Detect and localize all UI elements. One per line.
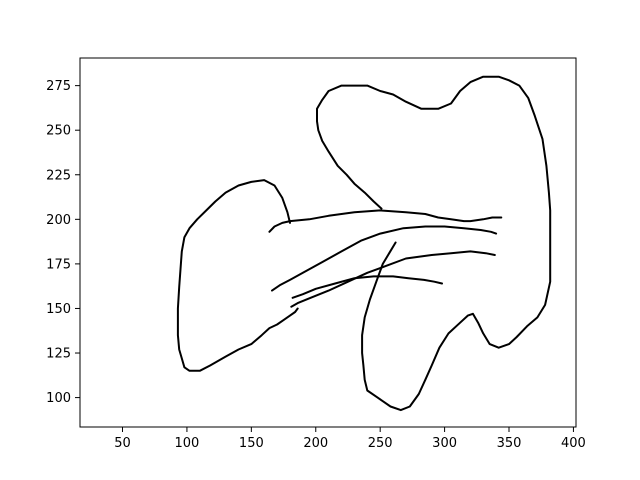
- series-line-4: [271, 225, 498, 292]
- y-tick-label: 150: [46, 302, 71, 317]
- y-tick-label: 225: [46, 168, 71, 183]
- series-line-2: [176, 179, 299, 372]
- x-tick-label: 100: [175, 436, 200, 451]
- x-tick-label: 400: [561, 436, 586, 451]
- x-tick-label: 200: [303, 436, 328, 451]
- y-tick-label: 275: [46, 79, 71, 94]
- y-tick-label: 250: [46, 124, 71, 139]
- series-line-5: [290, 250, 496, 308]
- x-tick-label: 150: [239, 436, 264, 451]
- x-tick-label: 250: [368, 436, 393, 451]
- y-tick-label: 200: [46, 213, 71, 228]
- y-axis: 100 125 150 175 200 225 250 275: [46, 79, 80, 406]
- plot-frame: [79, 57, 577, 428]
- x-tick-label: 350: [497, 436, 522, 451]
- y-tick-label: 125: [46, 347, 71, 362]
- series-line-6: [291, 275, 443, 299]
- series-line-3: [268, 209, 503, 233]
- y-tick-label: 175: [46, 257, 71, 272]
- series-line-1: [316, 75, 552, 412]
- y-tick-label: 100: [46, 391, 71, 406]
- x-axis: 50 100 150 200 250 300 350 400: [114, 427, 586, 451]
- x-tick-label: 300: [432, 436, 457, 451]
- x-tick-label: 50: [114, 436, 131, 451]
- plot-lines: [176, 75, 552, 412]
